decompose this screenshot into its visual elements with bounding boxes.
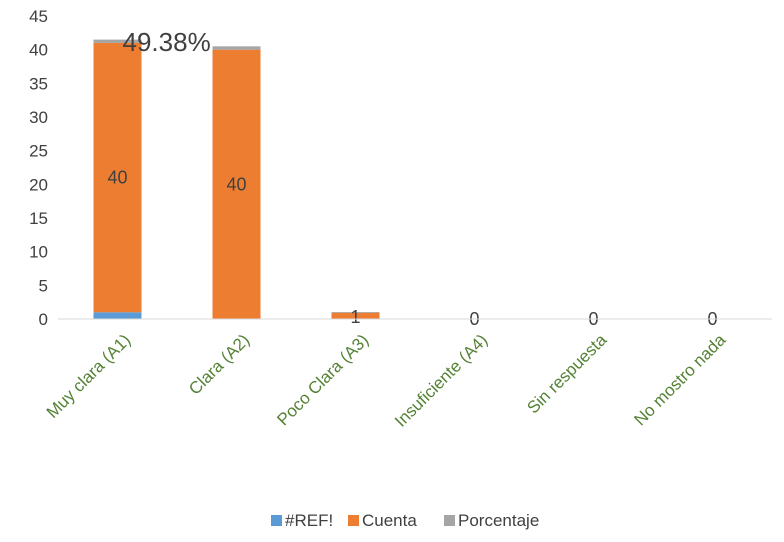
category-label: Insuficiente (A4)	[391, 330, 491, 430]
y-tick-label: 10	[29, 243, 48, 262]
bars	[93, 39, 380, 320]
bar-ref	[93, 312, 142, 319]
data-labels: 40 401 0 0 049.38%	[107, 27, 717, 329]
y-tick-label: 40	[29, 41, 48, 60]
legend-label: Porcentaje	[458, 511, 539, 530]
category-label: Sin respuesta	[523, 330, 610, 417]
y-tick-label: 25	[29, 142, 48, 161]
data-label: 40	[107, 168, 127, 188]
legend-swatch	[444, 515, 455, 526]
bar-porcentaje	[331, 312, 380, 313]
y-tick-label: 30	[29, 108, 48, 127]
y-tick-label: 15	[29, 209, 48, 228]
legend-swatch	[348, 515, 359, 526]
category-label: No mostro nada	[630, 330, 729, 429]
data-label: 40	[226, 174, 246, 194]
legend-label: Cuenta	[362, 511, 417, 530]
category-label: Poco Clara (A3)	[273, 330, 372, 429]
y-tick-label: 35	[29, 74, 48, 93]
data-label: 1	[350, 307, 360, 327]
percentage-annotation: 49.38%	[123, 27, 211, 57]
y-tick-label: 20	[29, 175, 48, 194]
y-tick-label: 5	[39, 276, 48, 295]
legend-label: #REF!	[285, 511, 333, 530]
bar-porcentaje	[93, 39, 142, 43]
bar-cuenta	[331, 312, 380, 319]
legend: #REF! Cuenta Porcentaje	[271, 511, 539, 530]
x-axis: Muy clara (A1) Clara (A2) Poco Clara (A3) I…	[43, 318, 772, 431]
y-axis: 0 5 10 15 20 25 30 35 40 45	[29, 7, 48, 329]
category-label: Clara (A2)	[185, 330, 253, 398]
bar-cuenta	[212, 49, 261, 320]
y-tick-label: 0	[39, 310, 48, 329]
bar-porcentaje	[212, 46, 261, 50]
category-label: Muy clara (A1)	[43, 330, 135, 422]
legend-swatch	[271, 515, 282, 526]
y-tick-label: 45	[29, 7, 48, 26]
bar-cuenta	[93, 42, 142, 313]
